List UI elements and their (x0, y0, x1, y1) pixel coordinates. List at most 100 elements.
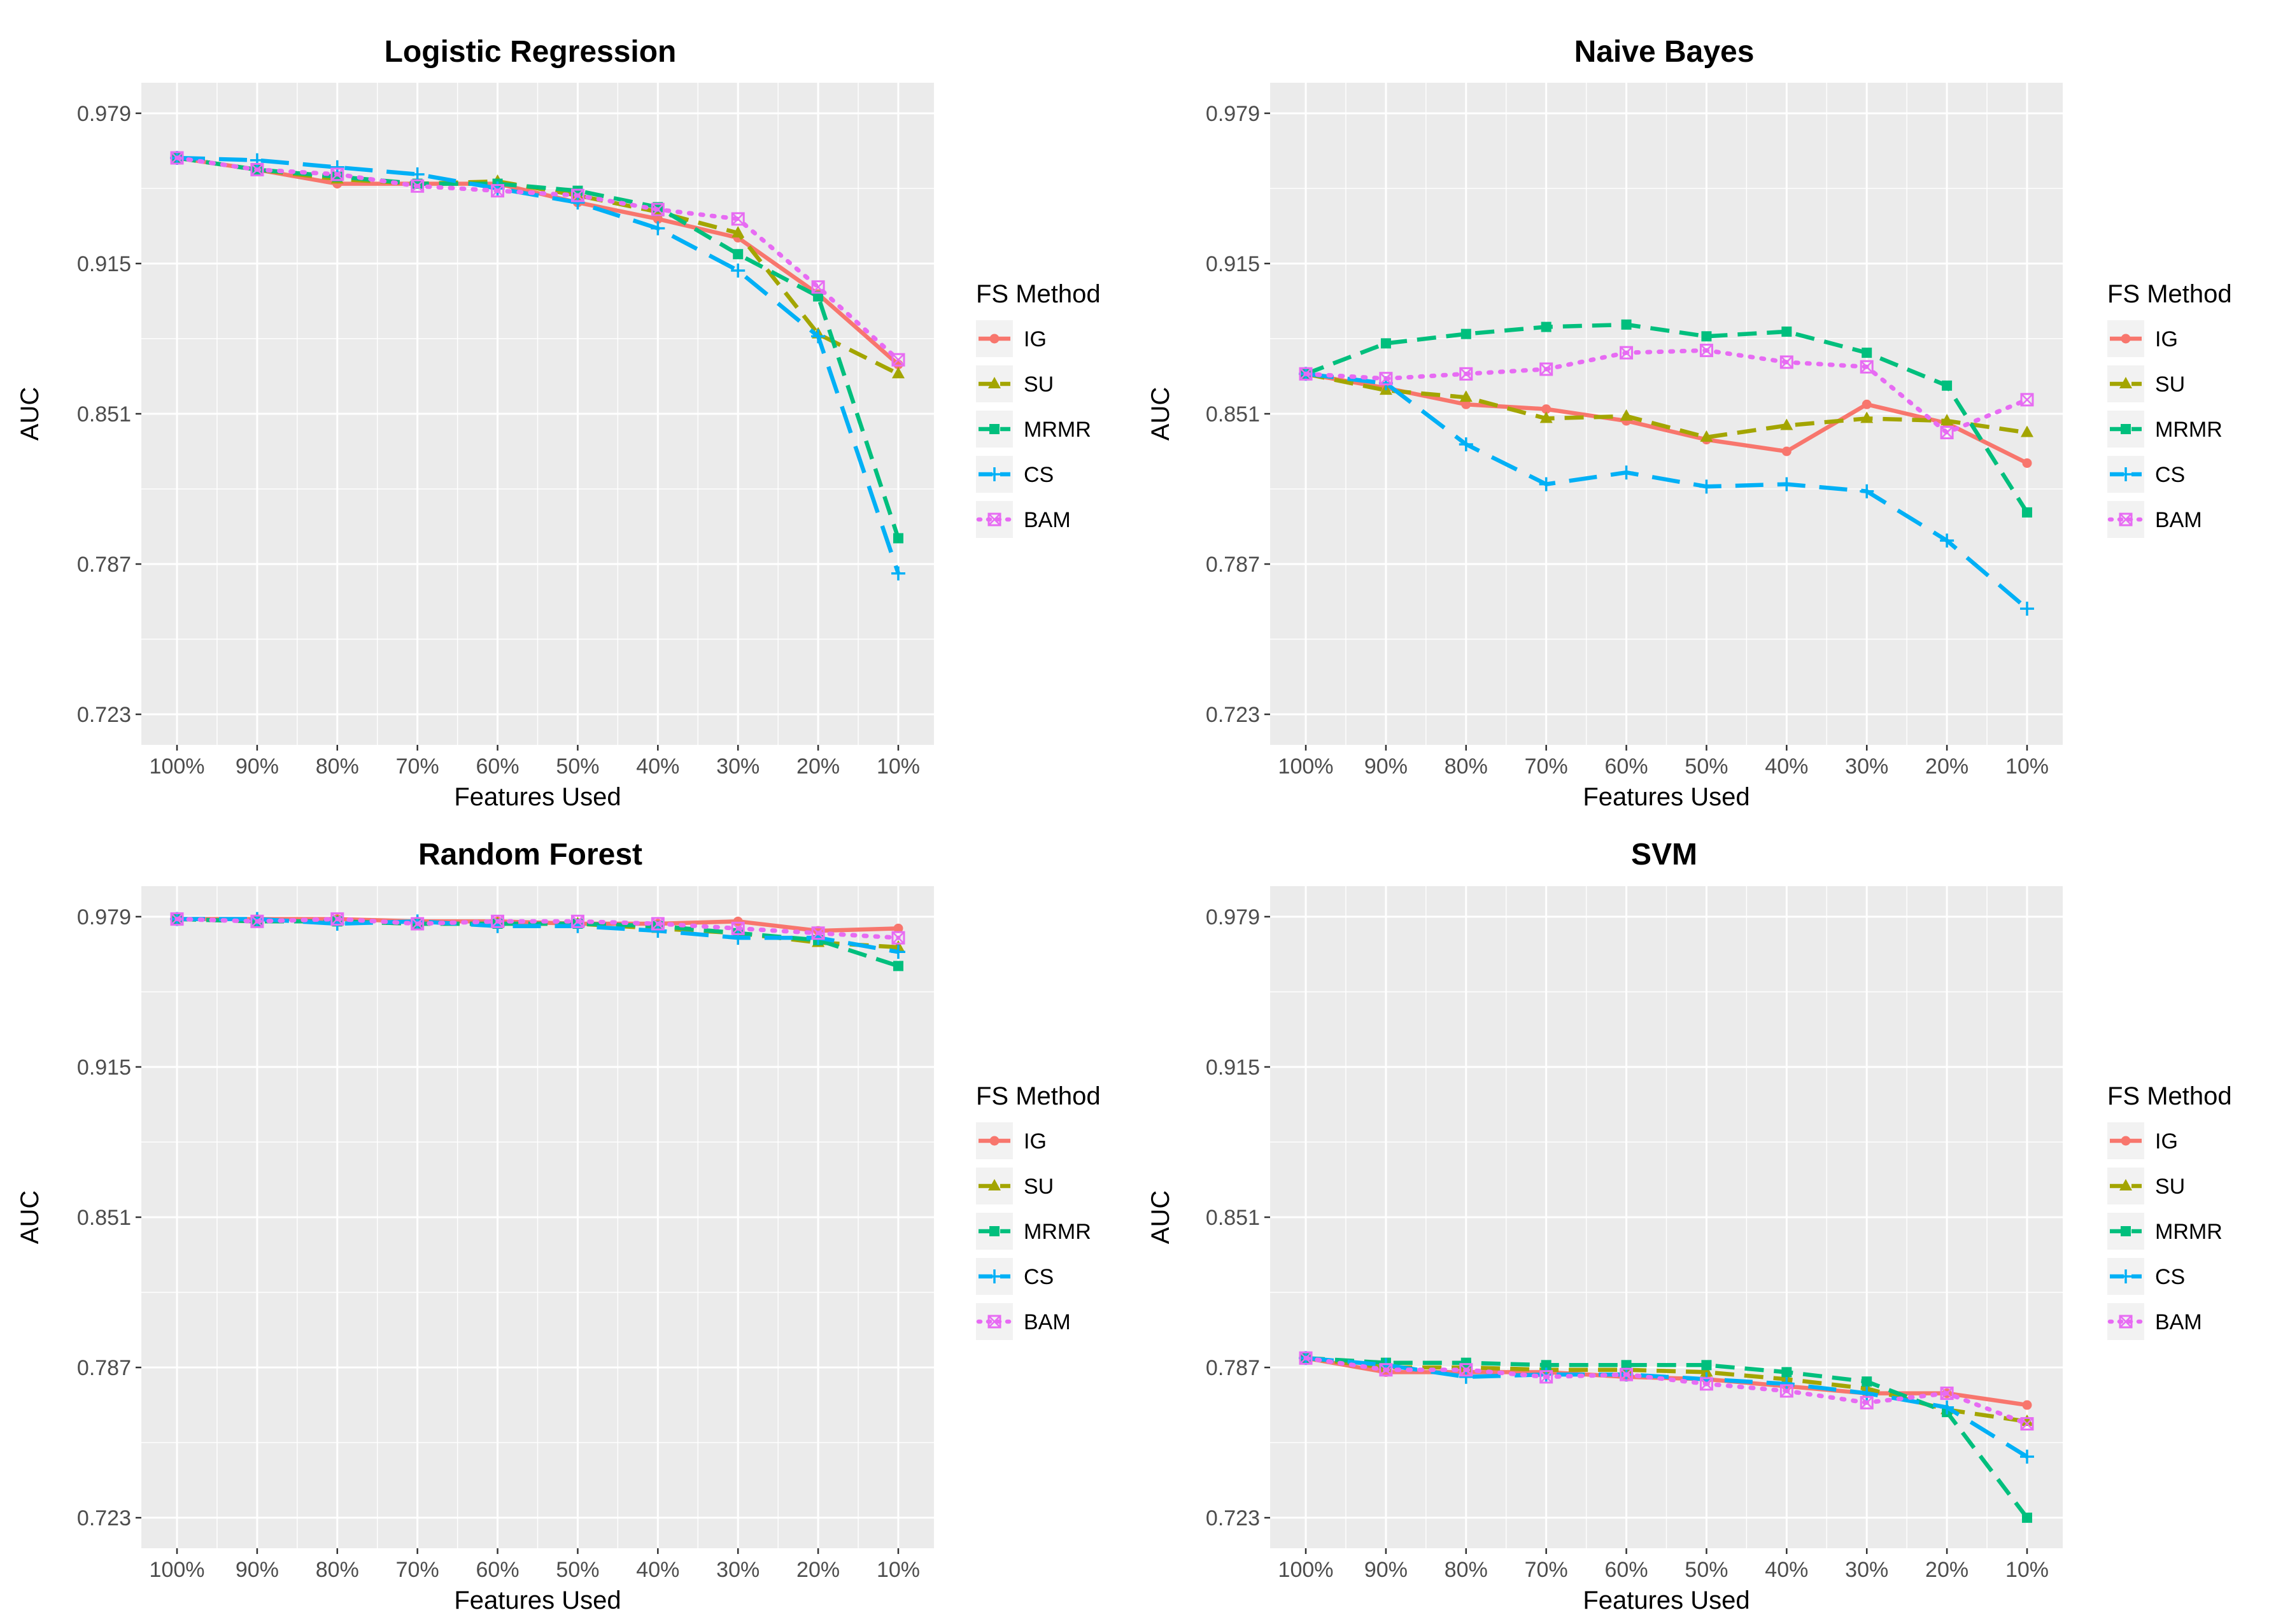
data-point-cs (651, 924, 665, 938)
y-tick-label: 0.851 (1206, 1206, 1260, 1230)
data-point-ig (2022, 458, 2032, 468)
x-tick-label: 70% (1525, 754, 1568, 779)
data-point-su (1459, 390, 1473, 402)
x-tick-label: 50% (1685, 754, 1728, 779)
data-point-bam (1379, 372, 1393, 386)
data-point-su (1860, 411, 1874, 423)
y-tick-label: 0.851 (77, 1206, 131, 1230)
legend-key-bam (976, 1303, 1013, 1340)
data-point-cs (1539, 1367, 1553, 1382)
legend-label-mrmr: MRMR (2155, 418, 2223, 442)
data-point-su (1940, 414, 1954, 426)
series-bam (1299, 1351, 2034, 1431)
x-tick-label: 60% (1605, 754, 1648, 779)
x-tick-label: 60% (1605, 1558, 1648, 1582)
legend-marker-cs (2119, 467, 2133, 481)
x-tick-label: 30% (716, 754, 760, 779)
x-tick-label: 80% (1445, 1558, 1488, 1582)
legend-marker-ig (2121, 1136, 2131, 1146)
legend-marker-ig (2121, 334, 2131, 344)
legend-key-cs (2107, 456, 2144, 493)
x-tick-label: 90% (236, 754, 279, 779)
x-tick-label: 20% (796, 1558, 840, 1582)
data-point-su (1780, 418, 1793, 430)
y-axis-label: AUC (16, 1190, 44, 1244)
data-point-bam (2020, 393, 2034, 407)
legend-key-cs (976, 456, 1013, 493)
legend-marker-ig (989, 1136, 1000, 1146)
legend-key-su (976, 1168, 1013, 1204)
data-point-cs (2019, 1450, 2034, 1464)
legend: FS Method IG SU MRMR CS BAM (976, 1082, 1101, 1340)
data-point-su (1700, 1365, 1713, 1377)
y-tick-label: 0.723 (77, 1506, 131, 1530)
y-tick-label: 0.787 (1206, 553, 1260, 577)
data-point-cs (1539, 477, 1553, 491)
data-point-bam (1299, 367, 1313, 381)
data-point-cs (1860, 1386, 1874, 1401)
data-point-ig (2022, 1400, 2032, 1410)
data-point-bam (1860, 360, 1874, 374)
legend-label-cs: CS (1024, 1265, 1054, 1289)
legend-key-mrmr (2107, 411, 2144, 448)
data-point-mrmr (1541, 1360, 1552, 1371)
x-tick-label: 50% (556, 1558, 599, 1582)
legend-title: FS Method (976, 1082, 1101, 1110)
x-tick-label: 30% (716, 1558, 760, 1582)
y-tick-label: 0.915 (1206, 252, 1260, 276)
y-tick-label: 0.915 (1206, 1056, 1260, 1080)
data-point-cs (250, 912, 264, 926)
series-line-mrmr (176, 155, 901, 539)
x-tick-label: 20% (796, 754, 840, 779)
chart-panel-naive-bayes: 0.723 0.787 0.851 0.915 0.979 100% 90% 80% 70% 60… (1147, 35, 2232, 811)
data-point-bam (491, 914, 505, 928)
data-point-bam (1940, 426, 1954, 440)
data-point-su (1539, 411, 1553, 423)
y-tick-label: 0.915 (77, 252, 131, 276)
data-point-cs (2019, 602, 2034, 616)
legend-key-cs (2107, 1258, 2144, 1295)
data-point-bam (330, 167, 344, 181)
y-tick-label: 0.787 (77, 553, 131, 577)
y-axis-label: AUC (16, 387, 44, 441)
data-point-bam (651, 202, 665, 216)
data-point-su (2020, 425, 2033, 437)
legend-marker-ig (989, 334, 1000, 344)
data-point-bam (250, 162, 264, 176)
legend-title: FS Method (976, 280, 1101, 308)
data-point-cs (1459, 437, 1473, 451)
legend-marker-cs (987, 1269, 1001, 1283)
y-tick-label: 0.979 (1206, 905, 1260, 929)
data-point-bam (891, 353, 905, 367)
legend-key-mrmr (976, 411, 1013, 448)
series-line-bam (174, 155, 901, 362)
legend-label-mrmr: MRMR (1024, 1220, 1091, 1244)
data-point-mrmr (1862, 348, 1872, 358)
x-tick-label: 90% (1364, 1558, 1408, 1582)
legend-title: FS Method (2107, 280, 2232, 308)
data-point-mrmr (1781, 326, 1792, 337)
x-tick-label: 40% (636, 1558, 679, 1582)
x-tick-label: 80% (316, 754, 359, 779)
data-point-bam (170, 912, 184, 926)
x-tick-label: 80% (1445, 754, 1488, 779)
data-point-su (891, 367, 905, 379)
legend-label-ig: IG (1024, 327, 1047, 351)
data-point-cs (731, 264, 746, 278)
legend-label-su: SU (2155, 372, 2185, 397)
x-tick-label: 30% (1845, 1558, 1888, 1582)
legend-label-cs: CS (2155, 463, 2185, 487)
legend-key-su (2107, 1168, 2144, 1204)
legend-key-ig (2107, 1122, 2144, 1159)
y-tick-label: 0.723 (1206, 703, 1260, 727)
x-tick-label: 80% (316, 1558, 359, 1582)
x-tick-label: 40% (1765, 1558, 1808, 1582)
series-line-cs (1305, 372, 2029, 611)
data-point-mrmr (1942, 380, 1953, 391)
x-tick-label: 90% (236, 1558, 279, 1582)
x-axis-label: Features Used (454, 783, 621, 811)
data-point-mrmr (1701, 331, 1712, 342)
series-line-cs (1305, 1356, 2028, 1458)
legend-marker-mrmr (2121, 424, 2131, 434)
series-bam (170, 912, 905, 945)
